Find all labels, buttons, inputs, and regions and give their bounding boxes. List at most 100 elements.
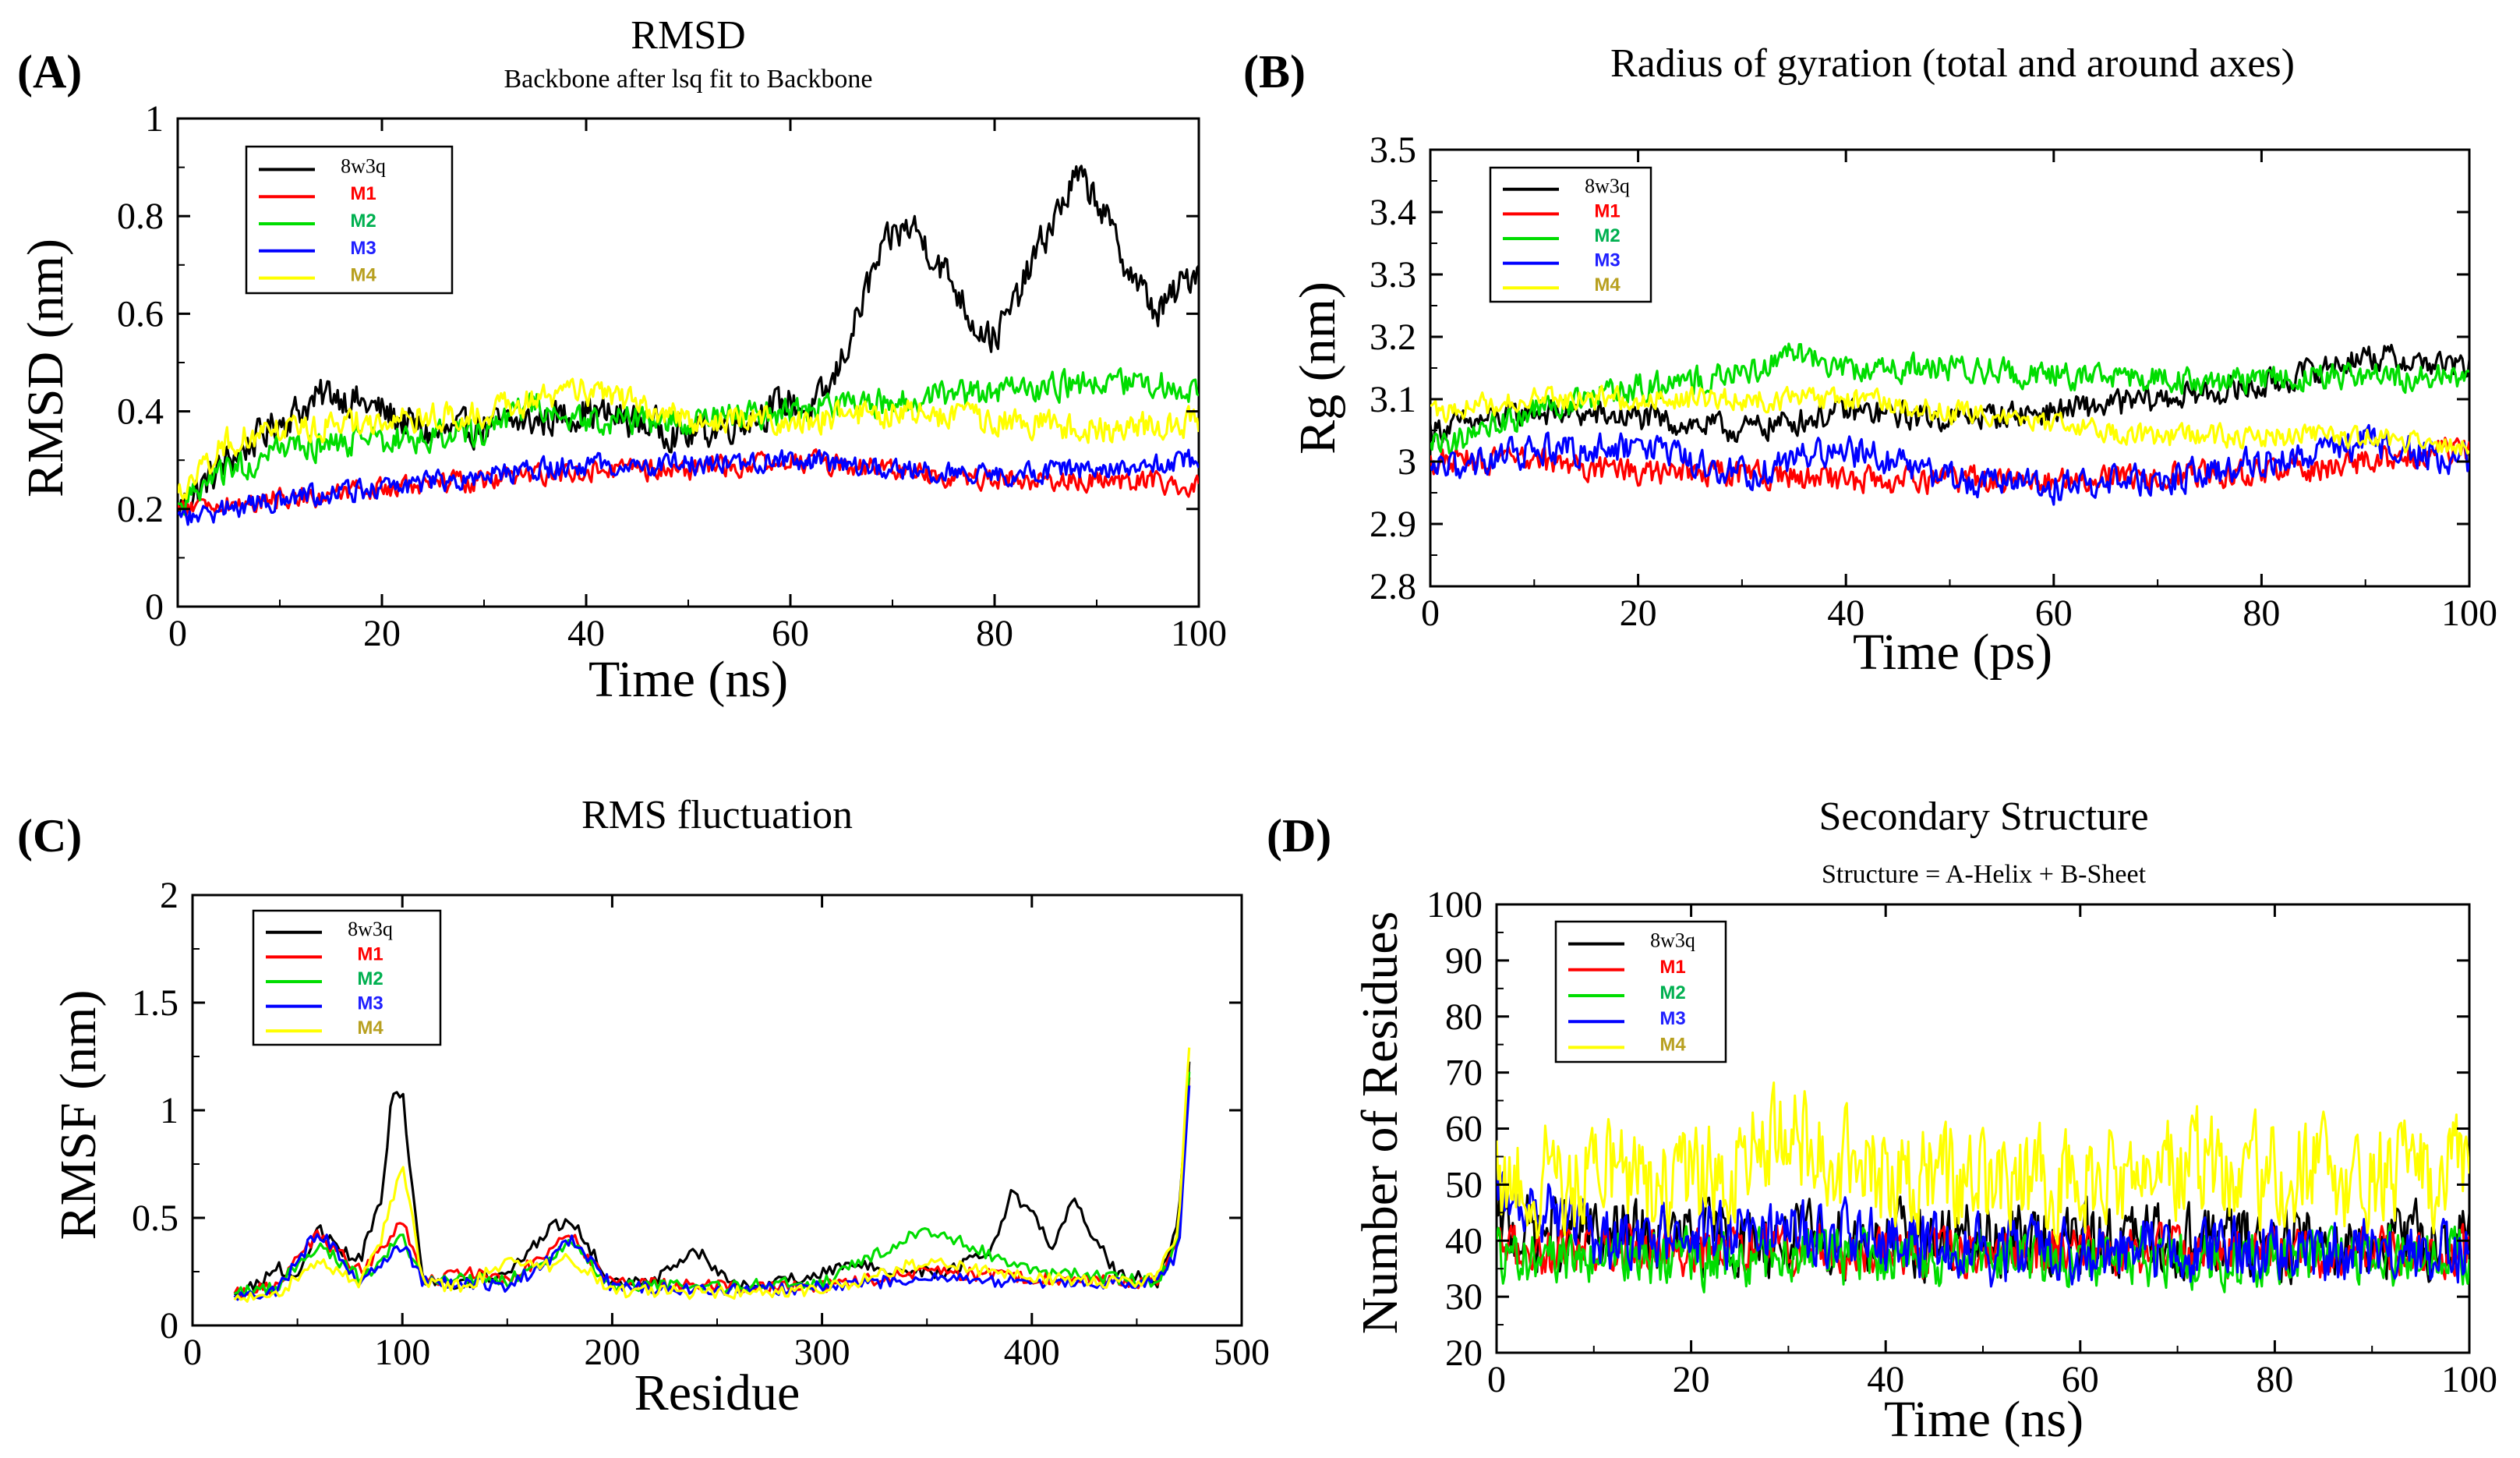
- series-line-m4: [178, 377, 1199, 501]
- legend-label-8w3q: 8w3q: [348, 918, 393, 940]
- panel-d: (D) Secondary Structure Structure = A-He…: [1267, 794, 2497, 1448]
- legend-label-m2: M2: [1659, 982, 1685, 1003]
- chart-c-plot: 0 100 200 300 400 500 0 0.5 1 1.5 2 8w3q M1 M2 M3 M4: [132, 875, 1270, 1373]
- x-tick-label: 60: [772, 613, 809, 654]
- x-tick-label: 100: [1171, 613, 1227, 654]
- legend: 8w3q M1 M2 M3 M4: [245, 145, 454, 295]
- x-tick-label: 100: [2441, 1359, 2497, 1400]
- y-tick-label: 3.2: [1370, 317, 1416, 358]
- y-tick-label: 50: [1445, 1164, 1483, 1205]
- y-tick-label: 1: [160, 1090, 178, 1131]
- legend-label-m4: M4: [1594, 274, 1621, 295]
- legend-label-m2: M2: [357, 968, 383, 989]
- x-tick-label: 100: [2441, 593, 2497, 634]
- series-line-m3: [1430, 423, 2469, 506]
- chart-b-xlabel: Time (ps): [1853, 624, 2052, 681]
- legend-label-8w3q: 8w3q: [1650, 929, 1695, 952]
- y-tick-label: 2: [160, 875, 178, 916]
- x-tick-label: 0: [1421, 593, 1440, 634]
- x-tick-label: 20: [363, 613, 401, 654]
- x-tick-label: 100: [374, 1332, 430, 1373]
- series-group: [1497, 1081, 2469, 1293]
- y-tick-label: 1.5: [132, 982, 178, 1024]
- legend-label-m3: M3: [357, 993, 383, 1014]
- y-tick-label: 3.5: [1370, 129, 1416, 171]
- y-tick-label: 3: [1398, 441, 1416, 483]
- x-tick-label: 80: [2256, 1359, 2293, 1400]
- x-tick-label: 60: [2062, 1359, 2099, 1400]
- y-tick-label: 60: [1445, 1109, 1483, 1150]
- x-tick-label: 80: [2243, 593, 2280, 634]
- series-line-8w3q: [233, 1061, 1191, 1297]
- panel-a: (A) RMSD Backbone after lsq fit to Backb…: [17, 13, 1227, 708]
- y-tick-label: 3.3: [1370, 254, 1416, 295]
- legend-label-m1: M1: [357, 943, 383, 964]
- chart-c-xlabel: Residue: [634, 1364, 801, 1421]
- chart-a-title: RMSD: [631, 13, 745, 58]
- y-tick-label: 70: [1445, 1053, 1483, 1094]
- y-tick-label: 0.2: [117, 489, 164, 530]
- panel-b-label: (B): [1243, 46, 1306, 97]
- y-tick-label: 0.6: [117, 293, 164, 334]
- y-tick-label: 40: [1445, 1220, 1483, 1262]
- legend-label-m3: M3: [1594, 250, 1620, 271]
- x-tick-label: 200: [584, 1332, 640, 1373]
- legend-label-8w3q: 8w3q: [341, 154, 386, 177]
- y-tick-label: 2.9: [1370, 504, 1416, 545]
- legend-label-m2: M2: [1594, 225, 1620, 246]
- x-tick-label: 0: [168, 613, 187, 654]
- series-line-m1: [233, 1077, 1191, 1299]
- y-tick-label: 3.4: [1370, 192, 1416, 233]
- legend-label-8w3q: 8w3q: [1585, 175, 1630, 197]
- legend-label-m4: M4: [1659, 1034, 1686, 1055]
- y-tick-label: 100: [1426, 884, 1483, 925]
- panel-a-label: (A): [17, 46, 82, 97]
- legend: 8w3q M1 M2 M3 M4: [1554, 920, 1727, 1063]
- series-line-m2: [234, 1071, 1191, 1300]
- chart-a-xlabel: Time (ns): [588, 651, 788, 708]
- y-tick-label: 20: [1445, 1332, 1483, 1374]
- series-line-m1: [178, 448, 1199, 518]
- legend: 8w3q M1 M2 M3 M4: [1489, 166, 1652, 303]
- y-tick-label: 0: [160, 1305, 178, 1347]
- x-tick-label: 300: [794, 1332, 850, 1373]
- legend-label-m4: M4: [357, 1017, 383, 1039]
- x-tick-label: 20: [1673, 1359, 1710, 1400]
- chart-d-ylabel: Number of Residues: [1352, 911, 1408, 1335]
- y-tick-label: 2.8: [1370, 566, 1416, 607]
- y-tick-label: 0: [145, 586, 164, 628]
- y-tick-label: 1: [145, 98, 164, 140]
- chart-d-plot: 0 20 40 60 80 10020304050607080901008w3qM1M2M…: [1426, 884, 2497, 1400]
- legend-label-m2: M2: [350, 211, 376, 232]
- panel-d-label: (D): [1267, 810, 1331, 862]
- series-line-m4: [233, 1047, 1191, 1303]
- legend-label-m1: M1: [1594, 200, 1620, 221]
- chart-d-title: Secondary Structure: [1818, 794, 2148, 839]
- chart-b-plot: 0 20 40 60 80 100 2.8 2.9 3 3.1 3.2 3.3 3.4 3.5 8w3q M1…: [1370, 129, 2497, 634]
- legend: 8w3q M1 M2 M3 M4: [252, 909, 442, 1046]
- legend-label-m1: M1: [1659, 957, 1685, 978]
- series-line-m4: [1497, 1081, 2469, 1245]
- series-group: [233, 1047, 1191, 1303]
- y-tick-label: 0.4: [117, 391, 164, 433]
- panel-c-label: (C): [17, 810, 82, 862]
- x-tick-label: 400: [1004, 1332, 1060, 1373]
- legend-label-m1: M1: [350, 183, 376, 204]
- y-tick-label: 80: [1445, 996, 1483, 1038]
- panel-b: (B) Radius of gyration (total and around…: [1243, 41, 2497, 681]
- legend-label-m3: M3: [1659, 1008, 1685, 1029]
- x-tick-label: 40: [1867, 1359, 1904, 1400]
- chart-b-title: Radius of gyration (total and around axe…: [1610, 41, 2295, 86]
- x-tick-label: 80: [976, 613, 1013, 654]
- x-tick-label: 40: [567, 613, 605, 654]
- x-tick-label: 500: [1214, 1332, 1270, 1373]
- chart-c-title: RMS fluctuation: [581, 793, 853, 837]
- series-line-m3: [178, 448, 1199, 526]
- chart-a-plot: 0 20 40 60 80 100 0 0.2 0.4 0.6 0.8 1 8w3q M1 M2 M3 M4: [117, 98, 1227, 654]
- y-tick-label: 0.8: [117, 196, 164, 237]
- series-group: [1430, 342, 2469, 506]
- x-tick-label: 40: [1827, 593, 1864, 634]
- legend-label-m4: M4: [350, 265, 376, 286]
- x-tick-label: 20: [1620, 593, 1657, 634]
- series-group: [178, 165, 1199, 526]
